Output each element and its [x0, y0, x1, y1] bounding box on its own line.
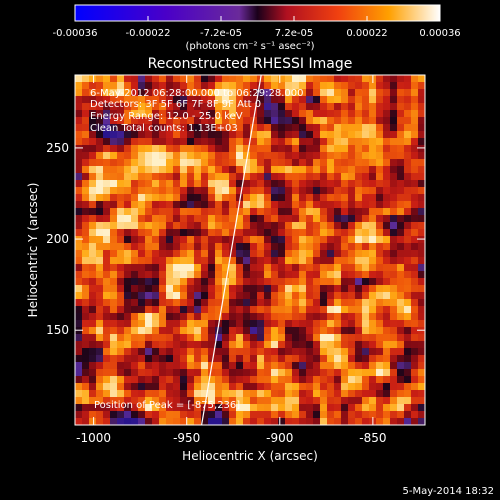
x-tick-label: -1000	[76, 431, 111, 445]
annotation-clean: Clean Total counts: 1.13E+03	[90, 123, 238, 134]
x-tick-label: -850	[359, 431, 386, 445]
colorbar-tick-label: -0.00036	[53, 28, 98, 39]
axis-ticks: -1000 -950 -900 -850 150 200 250	[46, 75, 425, 445]
y-tick-label: 150	[46, 323, 69, 337]
colorbar-ticks: -0.00036 -0.00022 -7.2e-05 7.2e-05 0.00022 0.…	[53, 16, 461, 39]
annotation-energy: Energy Range: 12.0 - 25.0 keV	[90, 111, 243, 122]
plot-title: Reconstructed RHESSI Image	[148, 56, 353, 72]
rhessi-image	[75, 75, 425, 425]
annotation-block: 6-May-2012 06:28:00.000 to 06:29:28.000 …	[90, 88, 303, 411]
colorbar-tick-label: 7.2e-05	[275, 28, 313, 39]
colorbar	[74, 4, 441, 22]
colorbar-units: (photons cm⁻² s⁻¹ asec⁻²)	[185, 41, 314, 52]
colorbar-tick-label: -0.00022	[126, 28, 171, 39]
y-axis-label: Heliocentric Y (arcsec)	[26, 183, 40, 318]
y-tick-label: 250	[46, 141, 69, 155]
x-axis-label: Heliocentric X (arcsec)	[182, 449, 318, 463]
colorbar-tick-label: 0.00022	[346, 28, 387, 39]
colorbar-tick-label: -7.2e-05	[200, 28, 242, 39]
annotation-time: 6-May-2012 06:28:00.000 to 06:29:28.000	[90, 88, 303, 99]
annotation-peak: Position of Peak = [-875,236]	[94, 400, 240, 411]
colorbar-tick-label: 0.00036	[419, 28, 460, 39]
y-tick-label: 200	[46, 232, 69, 246]
x-tick-label: -950	[173, 431, 200, 445]
solar-limb-line	[201, 75, 262, 425]
plot-frame	[74, 74, 426, 426]
annotation-detectors: Detectors: 3F 5F 6F 7F 8F 9F Att 0	[90, 99, 261, 110]
x-tick-label: -900	[266, 431, 293, 445]
timestamp: 5-May-2014 18:32	[402, 486, 494, 497]
